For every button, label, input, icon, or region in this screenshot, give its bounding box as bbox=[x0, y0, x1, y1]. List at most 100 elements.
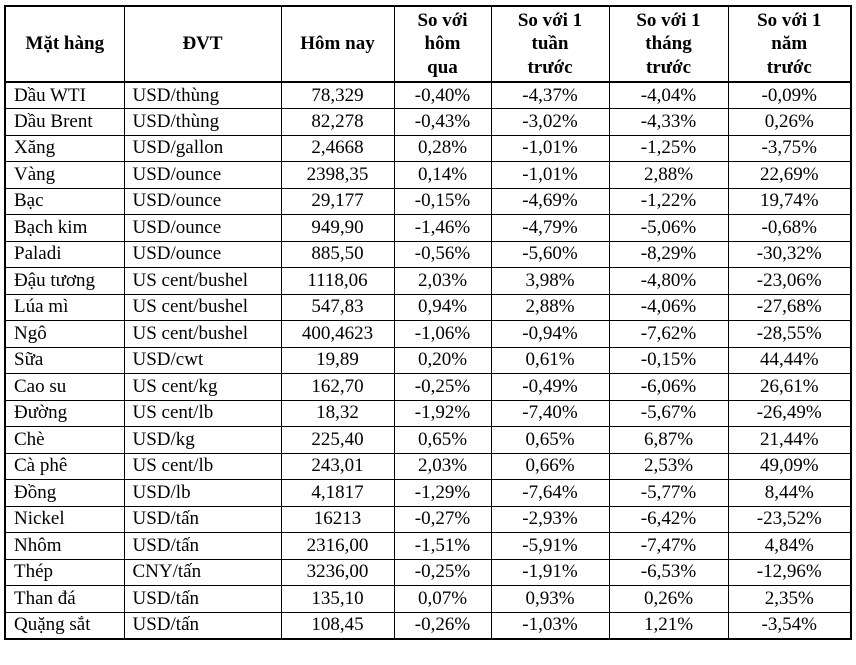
cell-vs-last-week: -1,03% bbox=[490, 611, 610, 639]
cell-vs-last-week: -4,69% bbox=[490, 187, 610, 215]
cell-vs-yesterday: 0,28% bbox=[393, 134, 492, 162]
cell-vs-last-month: 2,88% bbox=[608, 161, 729, 189]
table-body: Dầu WTI USD/thùng 78,329 -0,40% -4,37% -4,04%… bbox=[4, 81, 852, 639]
cell-vs-yesterday: -0,43% bbox=[393, 108, 492, 136]
cell-commodity: Lúa mì bbox=[4, 293, 125, 321]
table-row: Nhôm USD/tấn 2316,00 -1,51% -5,91% -7,47% 4,84… bbox=[4, 532, 852, 560]
cell-today: 19,89 bbox=[280, 346, 395, 374]
cell-vs-last-month: -6,06% bbox=[608, 373, 729, 401]
table-header: Mặt hàng ĐVT Hôm nay So với hôm qua So v… bbox=[4, 5, 852, 83]
cell-vs-last-year: 44,44% bbox=[727, 346, 852, 374]
cell-today: 949,90 bbox=[280, 214, 395, 242]
cell-vs-last-year: -27,68% bbox=[727, 293, 852, 321]
cell-vs-last-year: -28,55% bbox=[727, 320, 852, 348]
cell-unit: USD/thùng bbox=[123, 81, 282, 109]
cell-vs-last-month: -0,15% bbox=[608, 346, 729, 374]
table-row: Đồng USD/lb 4,1817 -1,29% -7,64% -5,77% 8,44% bbox=[4, 479, 852, 507]
cell-vs-last-month: -5,67% bbox=[608, 399, 729, 427]
cell-commodity: Đồng bbox=[4, 479, 125, 507]
cell-vs-last-week: 0,93% bbox=[490, 585, 610, 613]
cell-vs-last-month: -6,53% bbox=[608, 558, 729, 586]
table-row: Nickel USD/tấn 16213 -0,27% -2,93% -6,42% -23,… bbox=[4, 505, 852, 533]
cell-vs-yesterday: -1,06% bbox=[393, 320, 492, 348]
table-row: Dầu WTI USD/thùng 78,329 -0,40% -4,37% -4,04%… bbox=[4, 81, 852, 109]
table-row: Cà phê US cent/lb 243,01 2,03% 0,66% 2,53% 49,… bbox=[4, 452, 852, 480]
cell-unit: US cent/lb bbox=[123, 399, 282, 427]
table-row: Sữa USD/cwt 19,89 0,20% 0,61% -0,15% 44,44% bbox=[4, 346, 852, 374]
cell-vs-last-week: -4,79% bbox=[490, 214, 610, 242]
cell-today: 885,50 bbox=[280, 240, 395, 268]
cell-unit: USD/ounce bbox=[123, 240, 282, 268]
table-row: Ngô US cent/bushel 400,4623 -1,06% -0,94% -7,… bbox=[4, 320, 852, 348]
cell-vs-last-month: -5,77% bbox=[608, 479, 729, 507]
cell-unit: USD/ounce bbox=[123, 161, 282, 189]
cell-vs-last-year: 26,61% bbox=[727, 373, 852, 401]
cell-vs-yesterday: -0,40% bbox=[393, 81, 492, 109]
cell-commodity: Paladi bbox=[4, 240, 125, 268]
cell-vs-last-week: -5,91% bbox=[490, 532, 610, 560]
cell-today: 82,278 bbox=[280, 108, 395, 136]
cell-vs-last-year: 19,74% bbox=[727, 187, 852, 215]
cell-vs-last-month: 1,21% bbox=[608, 611, 729, 639]
cell-vs-last-week: -2,93% bbox=[490, 505, 610, 533]
cell-today: 2,4668 bbox=[280, 134, 395, 162]
cell-vs-last-month: -4,04% bbox=[608, 81, 729, 109]
cell-vs-last-week: -1,01% bbox=[490, 161, 610, 189]
cell-today: 225,40 bbox=[280, 426, 395, 454]
cell-commodity: Cà phê bbox=[4, 452, 125, 480]
cell-today: 108,45 bbox=[280, 611, 395, 639]
cell-vs-yesterday: -0,15% bbox=[393, 187, 492, 215]
table-row: Than đá USD/tấn 135,10 0,07% 0,93% 0,26% 2,35% bbox=[4, 585, 852, 613]
cell-unit: USD/tấn bbox=[123, 611, 282, 639]
cell-vs-yesterday: 0,94% bbox=[393, 293, 492, 321]
cell-unit: US cent/lb bbox=[123, 452, 282, 480]
cell-vs-last-month: -4,06% bbox=[608, 293, 729, 321]
cell-vs-yesterday: 2,03% bbox=[393, 452, 492, 480]
cell-unit: US cent/bushel bbox=[123, 293, 282, 321]
cell-vs-yesterday: -0,26% bbox=[393, 611, 492, 639]
cell-commodity: Than đá bbox=[4, 585, 125, 613]
cell-vs-yesterday: -1,46% bbox=[393, 214, 492, 242]
cell-today: 78,329 bbox=[280, 81, 395, 109]
cell-unit: USD/gallon bbox=[123, 134, 282, 162]
cell-today: 547,83 bbox=[280, 293, 395, 321]
cell-commodity: Nickel bbox=[4, 505, 125, 533]
cell-vs-last-week: 0,66% bbox=[490, 452, 610, 480]
cell-today: 400,4623 bbox=[280, 320, 395, 348]
cell-unit: USD/tấn bbox=[123, 505, 282, 533]
cell-commodity: Xăng bbox=[4, 134, 125, 162]
cell-vs-last-week: -3,02% bbox=[490, 108, 610, 136]
cell-unit: USD/cwt bbox=[123, 346, 282, 374]
cell-unit: USD/ounce bbox=[123, 214, 282, 242]
header-row: Mặt hàng ĐVT Hôm nay So với hôm qua So v… bbox=[4, 5, 852, 83]
cell-vs-last-month: 6,87% bbox=[608, 426, 729, 454]
cell-vs-last-week: -4,37% bbox=[490, 81, 610, 109]
cell-vs-last-year: -23,52% bbox=[727, 505, 852, 533]
cell-vs-last-month: -6,42% bbox=[608, 505, 729, 533]
cell-today: 16213 bbox=[280, 505, 395, 533]
cell-vs-last-month: -1,25% bbox=[608, 134, 729, 162]
cell-unit: USD/tấn bbox=[123, 532, 282, 560]
cell-vs-last-month: -7,47% bbox=[608, 532, 729, 560]
cell-vs-last-month: -5,06% bbox=[608, 214, 729, 242]
cell-today: 29,177 bbox=[280, 187, 395, 215]
cell-unit: USD/tấn bbox=[123, 585, 282, 613]
header-today: Hôm nay bbox=[280, 5, 395, 83]
cell-commodity: Nhôm bbox=[4, 532, 125, 560]
cell-commodity: Dầu WTI bbox=[4, 81, 125, 109]
cell-vs-last-year: -0,09% bbox=[727, 81, 852, 109]
cell-vs-last-year: 4,84% bbox=[727, 532, 852, 560]
table-row: Chè USD/kg 225,40 0,65% 0,65% 6,87% 21,44% bbox=[4, 426, 852, 454]
cell-vs-last-year: -0,68% bbox=[727, 214, 852, 242]
cell-commodity: Quặng sắt bbox=[4, 611, 125, 639]
table-row: Đậu tương US cent/bushel 1118,06 2,03% 3,98%… bbox=[4, 267, 852, 295]
table-row: Quặng sắt USD/tấn 108,45 -0,26% -1,03% 1,21% -… bbox=[4, 611, 852, 639]
cell-vs-last-month: 0,26% bbox=[608, 585, 729, 613]
cell-vs-last-week: -1,91% bbox=[490, 558, 610, 586]
cell-vs-last-year: -30,32% bbox=[727, 240, 852, 268]
cell-vs-last-month: -8,29% bbox=[608, 240, 729, 268]
table-row: Lúa mì US cent/bushel 547,83 0,94% 2,88% -4,0… bbox=[4, 293, 852, 321]
cell-vs-last-week: -0,49% bbox=[490, 373, 610, 401]
table-row: Paladi USD/ounce 885,50 -0,56% -5,60% -8,29% -… bbox=[4, 240, 852, 268]
